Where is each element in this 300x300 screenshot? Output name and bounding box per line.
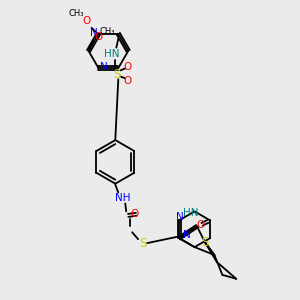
Text: N: N [90, 28, 98, 38]
Text: HN: HN [103, 49, 119, 58]
Text: NH: NH [115, 193, 130, 202]
Text: N: N [176, 212, 184, 222]
Text: O: O [94, 32, 103, 42]
Text: HN: HN [183, 208, 198, 218]
Text: N: N [100, 62, 107, 72]
Text: S: S [201, 236, 208, 249]
Text: O: O [123, 76, 131, 86]
Text: O: O [130, 209, 138, 219]
Text: S: S [114, 68, 121, 81]
Text: O: O [82, 16, 91, 26]
Text: O: O [196, 220, 204, 230]
Text: S: S [140, 237, 147, 250]
Text: CH₃: CH₃ [69, 10, 84, 19]
Text: CH₃: CH₃ [100, 27, 115, 36]
Text: O: O [123, 62, 131, 73]
Text: N: N [183, 230, 191, 240]
